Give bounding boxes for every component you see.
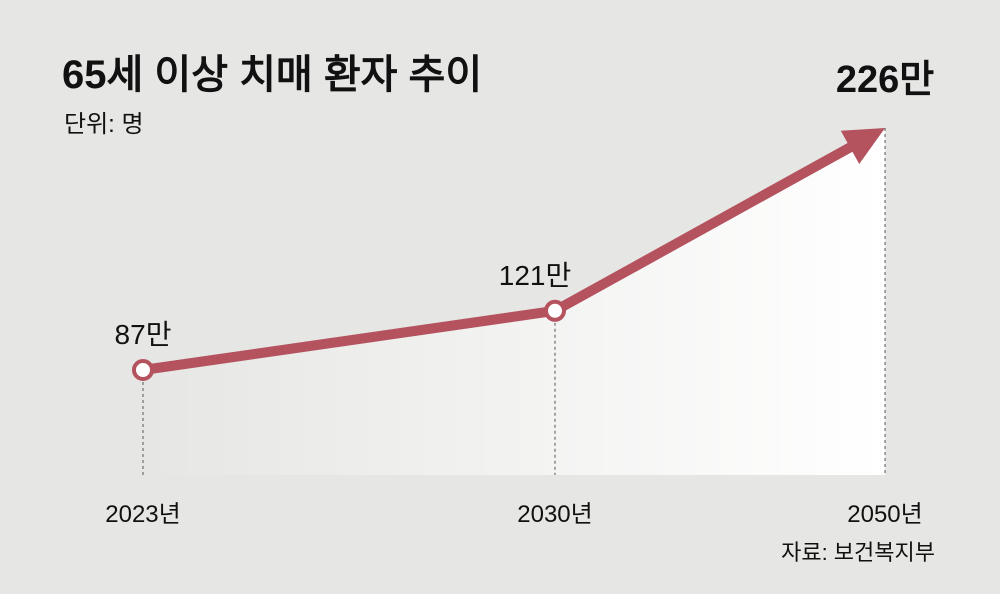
point [544, 299, 566, 322]
value-label: 226만 [836, 59, 934, 101]
chart-title: 65세 이상 치매 환자 추이 [62, 53, 482, 97]
x-tick-label: 2023년 [105, 501, 180, 528]
area [143, 128, 885, 475]
value-label: 121만 [499, 260, 571, 291]
value-label: 87만 [115, 319, 172, 350]
x-tick-label: 2030년 [517, 501, 592, 528]
source: 자료: 보건복지부 [781, 540, 935, 565]
x-tick-label: 2050년 [847, 501, 922, 528]
arrowhead [840, 128, 885, 165]
point [132, 359, 154, 381]
chart-subtitle: 단위: 명 [64, 111, 144, 138]
